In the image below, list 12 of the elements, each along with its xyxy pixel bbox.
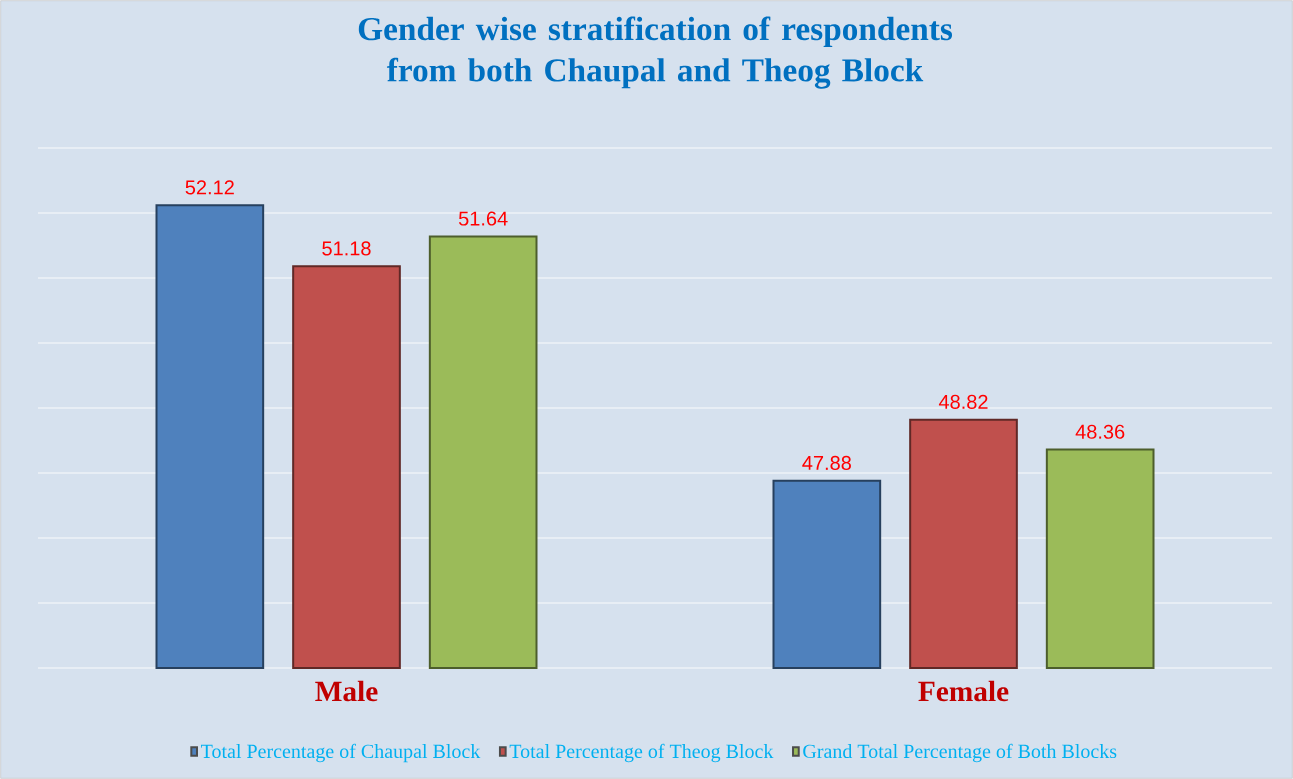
legend-label: Grand Total Percentage of Both Blocks [803, 743, 1117, 763]
data-label: 51.64 [458, 211, 508, 226]
data-label: 51.18 [322, 241, 371, 256]
data-label: 52.12 [185, 180, 234, 195]
chart-title: Gender wise stratification of respondents from both Chaupal and Theog Block [358, 16, 953, 89]
legend-label: Total Percentage of Chaupal Block [201, 743, 481, 763]
x-tick-label: Male [315, 680, 378, 702]
x-tick-label: Female [918, 680, 1009, 702]
legend-label: Total Percentage of Theog Block [509, 743, 774, 763]
data-label: 47.88 [802, 455, 851, 471]
data-label: 48.36 [1075, 424, 1125, 439]
data-label: 48.82 [938, 394, 988, 409]
